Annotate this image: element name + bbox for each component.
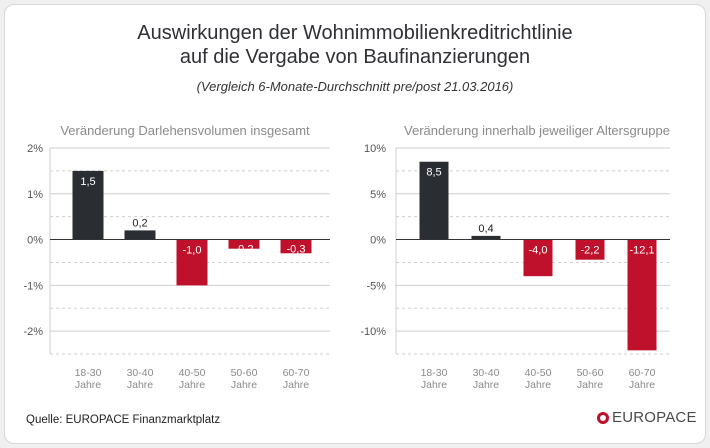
- y-tick-label: -5%: [366, 280, 386, 292]
- chart-panel-1: Veränderung Darlehensvolumen insgesamt 2%…: [23, 123, 330, 391]
- x-tick-label: 60-70: [629, 367, 656, 379]
- x-tick-label: Jahre: [231, 379, 257, 391]
- bar-value-label: -4,0: [529, 245, 548, 257]
- y-tick-label: 0%: [370, 235, 386, 247]
- europace-logo-icon: [597, 411, 609, 424]
- x-tick-label: Jahre: [473, 379, 499, 391]
- bar-value-label: 1,5: [80, 176, 95, 188]
- bar: [176, 239, 208, 286]
- x-tick-label: 30-40: [473, 367, 500, 379]
- bar: [228, 239, 260, 249]
- bar: [419, 161, 449, 240]
- bar: [523, 239, 553, 277]
- x-tick-label: Jahre: [525, 379, 551, 391]
- x-tick-label: 18-30: [421, 367, 448, 379]
- x-tick-label: Jahre: [127, 379, 153, 391]
- bar: [627, 239, 657, 351]
- bar-value-label: -0,2: [235, 244, 254, 256]
- x-tick-label: 18-30: [75, 367, 102, 379]
- bar-value-label: -12,1: [629, 245, 654, 257]
- x-tick-label: 50-60: [577, 367, 604, 379]
- x-tick-label: Jahre: [283, 379, 309, 391]
- x-tick-label: Jahre: [421, 379, 447, 391]
- x-tick-label: 30-40: [127, 367, 154, 379]
- y-tick-label: 1%: [27, 189, 43, 201]
- bar: [124, 230, 156, 240]
- y-tick-label: 2%: [27, 143, 43, 155]
- bar: [471, 235, 501, 240]
- bar-value-label: -1,0: [183, 245, 202, 257]
- x-tick-label: 40-50: [525, 367, 552, 379]
- subtitle: (Vergleich 6-Monate-Durchschnitt pre/pos…: [196, 79, 514, 94]
- chart-panel-2: Veränderung innerhalb jeweiliger Altersg…: [360, 123, 670, 391]
- x-tick-label: Jahre: [75, 379, 101, 391]
- bar-value-label: 0,4: [478, 223, 493, 235]
- bar: [72, 170, 104, 240]
- x-tick-label: Jahre: [629, 379, 655, 391]
- y-tick-label: -10%: [360, 326, 386, 338]
- x-tick-label: Jahre: [179, 379, 205, 391]
- bar-value-label: -0,3: [287, 244, 306, 256]
- x-tick-label: 50-60: [231, 367, 258, 379]
- source-note: Quelle: EUROPACE Finanzmarktplatz: [26, 414, 221, 426]
- y-tick-label: -1%: [23, 280, 43, 292]
- y-tick-label: -2%: [23, 326, 43, 338]
- y-tick-label: 5%: [370, 189, 386, 201]
- x-tick-label: Jahre: [577, 379, 603, 391]
- chart-title: Veränderung Darlehensvolumen insgesamt: [60, 123, 310, 138]
- y-tick-label: 10%: [364, 143, 386, 155]
- x-tick-label: 40-50: [179, 367, 206, 379]
- brand-name: EUROPACE: [612, 409, 697, 426]
- brand-logo: EUROPACE: [597, 409, 697, 426]
- bar-value-label: -2,2: [581, 245, 600, 257]
- main-title-line2: auf die Vergabe von Baufinanzierungen: [179, 46, 531, 68]
- chart-card: [4, 4, 706, 444]
- y-tick-label: 0%: [27, 235, 43, 247]
- bar-value-label: 8,5: [426, 167, 441, 179]
- main-title: Auswirkungen der Wohnimmobilienkreditric…: [137, 22, 573, 44]
- chart-title: Veränderung innerhalb jeweiliger Altersg…: [404, 123, 670, 138]
- bar: [575, 239, 605, 260]
- bar-value-label: 0,2: [132, 217, 147, 229]
- bar: [280, 239, 312, 254]
- x-tick-label: 60-70: [283, 367, 310, 379]
